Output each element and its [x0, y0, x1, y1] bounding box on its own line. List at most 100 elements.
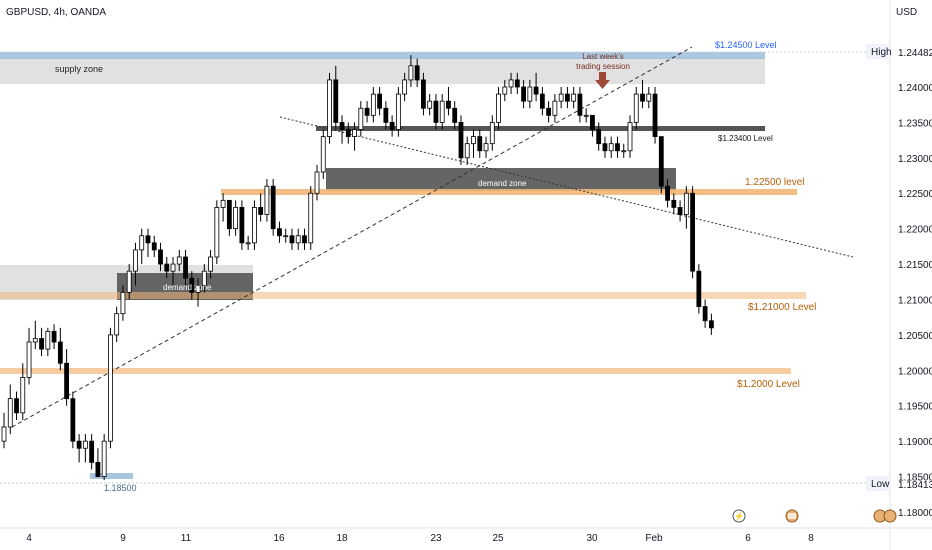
- candle-down[interactable]: [690, 192, 695, 272]
- candle-down[interactable]: [640, 93, 645, 102]
- candle-up[interactable]: [633, 93, 639, 123]
- candle-up[interactable]: [483, 143, 489, 152]
- candle-up[interactable]: [139, 235, 145, 251]
- candle-up[interactable]: [133, 249, 138, 272]
- candle-up[interactable]: [408, 65, 414, 81]
- candle-down[interactable]: [39, 338, 44, 350]
- candle-up[interactable]: [82, 440, 88, 449]
- candle-up[interactable]: [352, 129, 357, 137]
- candle-down[interactable]: [158, 249, 163, 265]
- candle-down[interactable]: [708, 320, 714, 329]
- candle-up[interactable]: [20, 377, 26, 414]
- candle-down[interactable]: [302, 235, 307, 244]
- candle-up[interactable]: [308, 192, 314, 244]
- candle-up[interactable]: [358, 107, 364, 130]
- candle-up[interactable]: [176, 256, 182, 265]
- candle-down[interactable]: [421, 79, 426, 109]
- candle-down[interactable]: [533, 86, 539, 95]
- plot-area[interactable]: [0, 0, 890, 528]
- candle-down[interactable]: [145, 235, 151, 244]
- candle-down[interactable]: [239, 207, 245, 244]
- candle-down[interactable]: [658, 136, 664, 187]
- candle-down[interactable]: [277, 228, 282, 237]
- candle-down[interactable]: [458, 122, 464, 159]
- candle-up[interactable]: [508, 79, 514, 88]
- candle-down[interactable]: [539, 93, 545, 109]
- candle-down[interactable]: [383, 107, 389, 123]
- candle-up[interactable]: [201, 270, 207, 286]
- time-axis[interactable]: 4 9 11 16 18 23 25 30 Feb 6 8: [26, 533, 814, 544]
- candle-up[interactable]: [608, 143, 614, 152]
- candle-up[interactable]: [170, 263, 176, 272]
- candle-down[interactable]: [189, 277, 195, 293]
- candle-up[interactable]: [621, 150, 627, 153]
- candle-up[interactable]: [114, 313, 120, 336]
- candle-down[interactable]: [89, 440, 95, 463]
- candle-down[interactable]: [151, 242, 157, 251]
- candle-down[interactable]: [183, 256, 188, 279]
- candle-up[interactable]: [32, 338, 38, 343]
- candle-up[interactable]: [471, 136, 476, 145]
- candle-up[interactable]: [220, 199, 226, 208]
- candle-down[interactable]: [333, 79, 339, 123]
- candle-up[interactable]: [195, 284, 201, 293]
- candle-up[interactable]: [45, 330, 51, 350]
- candle-down[interactable]: [677, 207, 683, 215]
- candle-up[interactable]: [370, 93, 376, 116]
- candle-down[interactable]: [414, 65, 420, 81]
- candle-up[interactable]: [395, 93, 401, 130]
- candle-up[interactable]: [208, 256, 213, 272]
- candle-down[interactable]: [226, 199, 232, 230]
- candle-up[interactable]: [527, 86, 533, 102]
- candle-down[interactable]: [696, 270, 702, 307]
- candle-up[interactable]: [683, 192, 689, 215]
- candle-down[interactable]: [70, 398, 76, 442]
- candle-down[interactable]: [389, 122, 395, 130]
- candle-down[interactable]: [164, 263, 170, 272]
- candle-down[interactable]: [702, 306, 708, 322]
- flag-event-icon[interactable]: [785, 509, 799, 523]
- candle-up[interactable]: [502, 86, 508, 95]
- candle-down[interactable]: [95, 462, 101, 477]
- candle-up[interactable]: [283, 235, 289, 238]
- candle-down[interactable]: [377, 93, 383, 109]
- candle-down[interactable]: [514, 79, 520, 88]
- candle-up[interactable]: [627, 122, 633, 152]
- candle-down[interactable]: [665, 185, 670, 201]
- candle-down[interactable]: [364, 107, 370, 116]
- candle-up[interactable]: [251, 207, 257, 244]
- candle-up[interactable]: [583, 114, 589, 117]
- candle-down[interactable]: [57, 341, 63, 364]
- flag-event-icon-right[interactable]: [873, 509, 897, 523]
- candle-up[interactable]: [314, 171, 320, 194]
- candle-up[interactable]: [464, 143, 470, 159]
- candle-down[interactable]: [64, 362, 69, 400]
- candle-down[interactable]: [602, 143, 608, 152]
- candle-up[interactable]: [327, 79, 332, 137]
- candle-down[interactable]: [345, 129, 351, 137]
- candle-down[interactable]: [289, 235, 295, 244]
- candle-up[interactable]: [126, 270, 132, 293]
- candle-down[interactable]: [339, 122, 345, 130]
- candle-up[interactable]: [496, 93, 501, 123]
- candle-down[interactable]: [521, 86, 526, 102]
- candle-up[interactable]: [101, 440, 107, 477]
- candle-up[interactable]: [489, 122, 495, 145]
- ascending-trendline[interactable]: [11, 46, 693, 428]
- candle-up[interactable]: [7, 398, 13, 428]
- candle-down[interactable]: [76, 440, 82, 449]
- candle-down[interactable]: [51, 330, 57, 343]
- candle-up[interactable]: [1, 426, 7, 442]
- candle-down[interactable]: [270, 185, 276, 230]
- price-axis[interactable]: 1.24000 1.23500 1.23000 1.22500 1.22000 1.215…: [898, 83, 932, 519]
- candle-up[interactable]: [26, 341, 32, 378]
- candle-down[interactable]: [671, 199, 677, 208]
- candle-up[interactable]: [402, 79, 408, 95]
- candle-down[interactable]: [590, 114, 595, 130]
- candle-down[interactable]: [446, 100, 451, 109]
- candle-up[interactable]: [427, 100, 433, 109]
- candle-up[interactable]: [571, 93, 577, 102]
- lightning-event-icon[interactable]: ⚡: [732, 509, 746, 523]
- candle-down[interactable]: [652, 93, 658, 137]
